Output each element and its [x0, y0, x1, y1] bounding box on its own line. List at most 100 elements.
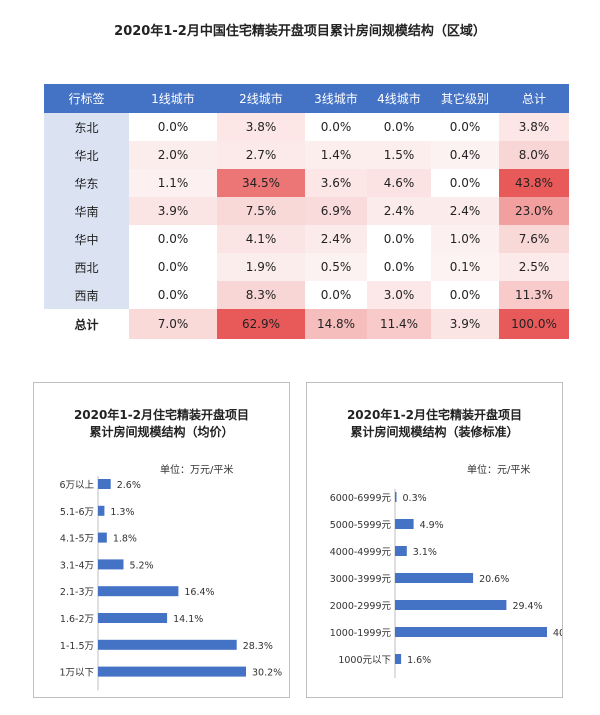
row-label: 华东: [44, 169, 129, 197]
data-label: 5.2%: [129, 560, 153, 571]
table-cell: 1.5%: [367, 141, 431, 169]
bar: [395, 654, 402, 664]
table-cell: 0.0%: [129, 113, 217, 141]
category-label: 3.1-4万: [60, 560, 94, 571]
table-cell: 14.8%: [305, 309, 367, 339]
bar: [98, 479, 111, 489]
table-cell: 2.5%: [499, 253, 569, 281]
table-cell: 7.6%: [499, 225, 569, 253]
category-label: 2000-2999元: [330, 601, 392, 612]
data-label: 4.9%: [420, 520, 444, 531]
category-label: 1000-1999元: [330, 628, 392, 639]
table-cell: 6.9%: [305, 197, 367, 225]
table-cell: 4.6%: [367, 169, 431, 197]
table-row: 华东 1.1% 34.5% 3.6% 4.6% 0.0% 43.8%: [44, 169, 569, 197]
bar: [395, 519, 414, 529]
category-label: 5000-5999元: [330, 520, 392, 531]
table-cell: 7.0%: [129, 309, 217, 339]
category-label: 6000-6999元: [330, 493, 392, 504]
table-cell: 1.0%: [431, 225, 499, 253]
table-cell: 62.9%: [217, 309, 305, 339]
bar: [98, 532, 107, 543]
table-row: 东北 0.0% 3.8% 0.0% 0.0% 0.0% 3.8%: [44, 113, 569, 141]
table-cell: 0.0%: [367, 225, 431, 253]
table-cell: 1.9%: [217, 253, 305, 281]
category-label: 3000-3999元: [330, 574, 392, 585]
header-tier3: 3线城市: [305, 84, 367, 113]
table-cell: 23.0%: [499, 197, 569, 225]
table-cell: 3.9%: [431, 309, 499, 339]
table-cell: 3.8%: [499, 113, 569, 141]
bar: [98, 666, 246, 677]
table-header-row: 行标签 1线城市 2线城市 3线城市 4线城市 其它级别 总计: [44, 84, 569, 113]
table-cell: 43.8%: [499, 169, 569, 197]
bar: [98, 586, 179, 597]
table-cell: 0.4%: [431, 141, 499, 169]
table-cell: 0.0%: [431, 113, 499, 141]
page-title: 2020年1-2月中国住宅精装开盘项目累计房间规模结构（区域）: [114, 24, 486, 39]
data-label: 28.3%: [243, 641, 273, 652]
decoration-chart-title-line1: 2020年1-2月住宅精装开盘项目: [346, 408, 523, 422]
table-row: 西北 0.0% 1.9% 0.5% 0.0% 0.1% 2.5%: [44, 253, 569, 281]
row-label: 西北: [44, 253, 129, 281]
table-cell: 8.3%: [217, 281, 305, 309]
table-cell: 2.4%: [431, 197, 499, 225]
data-label: 1.6%: [407, 655, 431, 666]
bar: [395, 573, 474, 583]
data-label: 1.3%: [110, 507, 134, 518]
data-label: 20.6%: [479, 574, 509, 585]
header-other: 其它级别: [431, 84, 499, 113]
row-label: 总计: [44, 309, 129, 339]
category-label: 2.1-3万: [60, 587, 94, 598]
table-cell: 0.0%: [367, 253, 431, 281]
row-label: 华中: [44, 225, 129, 253]
data-label: 16.4%: [184, 587, 214, 598]
decoration-chart-title-line2: 累计房间规模结构（装修标准）: [350, 425, 519, 439]
bar: [98, 639, 237, 650]
price-chart-title-line2: 累计房间规模结构（均价）: [89, 425, 234, 439]
category-label: 4000-4999元: [330, 547, 392, 558]
data-label: 30.2%: [252, 668, 282, 679]
category-label: 6万以上: [59, 480, 94, 491]
header-total: 总计: [499, 84, 569, 113]
header-tier4: 4线城市: [367, 84, 431, 113]
data-label: 3.1%: [413, 547, 437, 558]
price-chart-title-line1: 2020年1-2月住宅精装开盘项目: [73, 408, 250, 422]
table-cell: 2.7%: [217, 141, 305, 169]
table-cell: 0.1%: [431, 253, 499, 281]
table-cell: 2.0%: [129, 141, 217, 169]
table-row: 华北 2.0% 2.7% 1.4% 1.5% 0.4% 8.0%: [44, 141, 569, 169]
table-cell: 3.0%: [367, 281, 431, 309]
table-cell: 0.0%: [129, 225, 217, 253]
table-cell: 3.9%: [129, 197, 217, 225]
table-row: 华南 3.9% 7.5% 6.9% 2.4% 2.4% 23.0%: [44, 197, 569, 225]
table-cell: 0.0%: [305, 113, 367, 141]
table-cell: 0.0%: [367, 113, 431, 141]
category-label: 4.1-5万: [60, 534, 94, 545]
table-cell: 100.0%: [499, 309, 569, 339]
table-cell: 11.4%: [367, 309, 431, 339]
table-cell: 1.1%: [129, 169, 217, 197]
table-cell: 3.8%: [217, 113, 305, 141]
table-cell: 3.6%: [305, 169, 367, 197]
bar: [395, 600, 507, 610]
data-label: 29.4%: [512, 601, 542, 612]
decoration-chart-unit: 单位：元/平米: [467, 465, 531, 476]
table-cell: 4.1%: [217, 225, 305, 253]
table-cell: 0.0%: [431, 169, 499, 197]
table-total-row: 总计 7.0% 62.9% 14.8% 11.4% 3.9% 100.0%: [44, 309, 569, 339]
bar: [395, 627, 547, 637]
table-cell: 2.4%: [305, 225, 367, 253]
price-chart-unit: 单位：万元/平米: [160, 465, 234, 476]
price-chart-title: 2020年1-2月住宅精装开盘项目 累计房间规模结构（均价）: [34, 407, 289, 441]
table-cell: 1.4%: [305, 141, 367, 169]
row-label: 华南: [44, 197, 129, 225]
data-label: 1.8%: [113, 534, 137, 545]
table-cell: 7.5%: [217, 197, 305, 225]
row-label: 华北: [44, 141, 129, 169]
category-label: 1万以下: [59, 668, 94, 679]
table-cell: 0.0%: [305, 281, 367, 309]
price-bar-chart: 6万以上 2.6% 5.1-6万 1.3% 4.1-5万 1.8% 3.1-4万 5.2% 2.…: [59, 476, 282, 691]
data-label: 2.6%: [117, 480, 141, 491]
table-cell: 0.5%: [305, 253, 367, 281]
